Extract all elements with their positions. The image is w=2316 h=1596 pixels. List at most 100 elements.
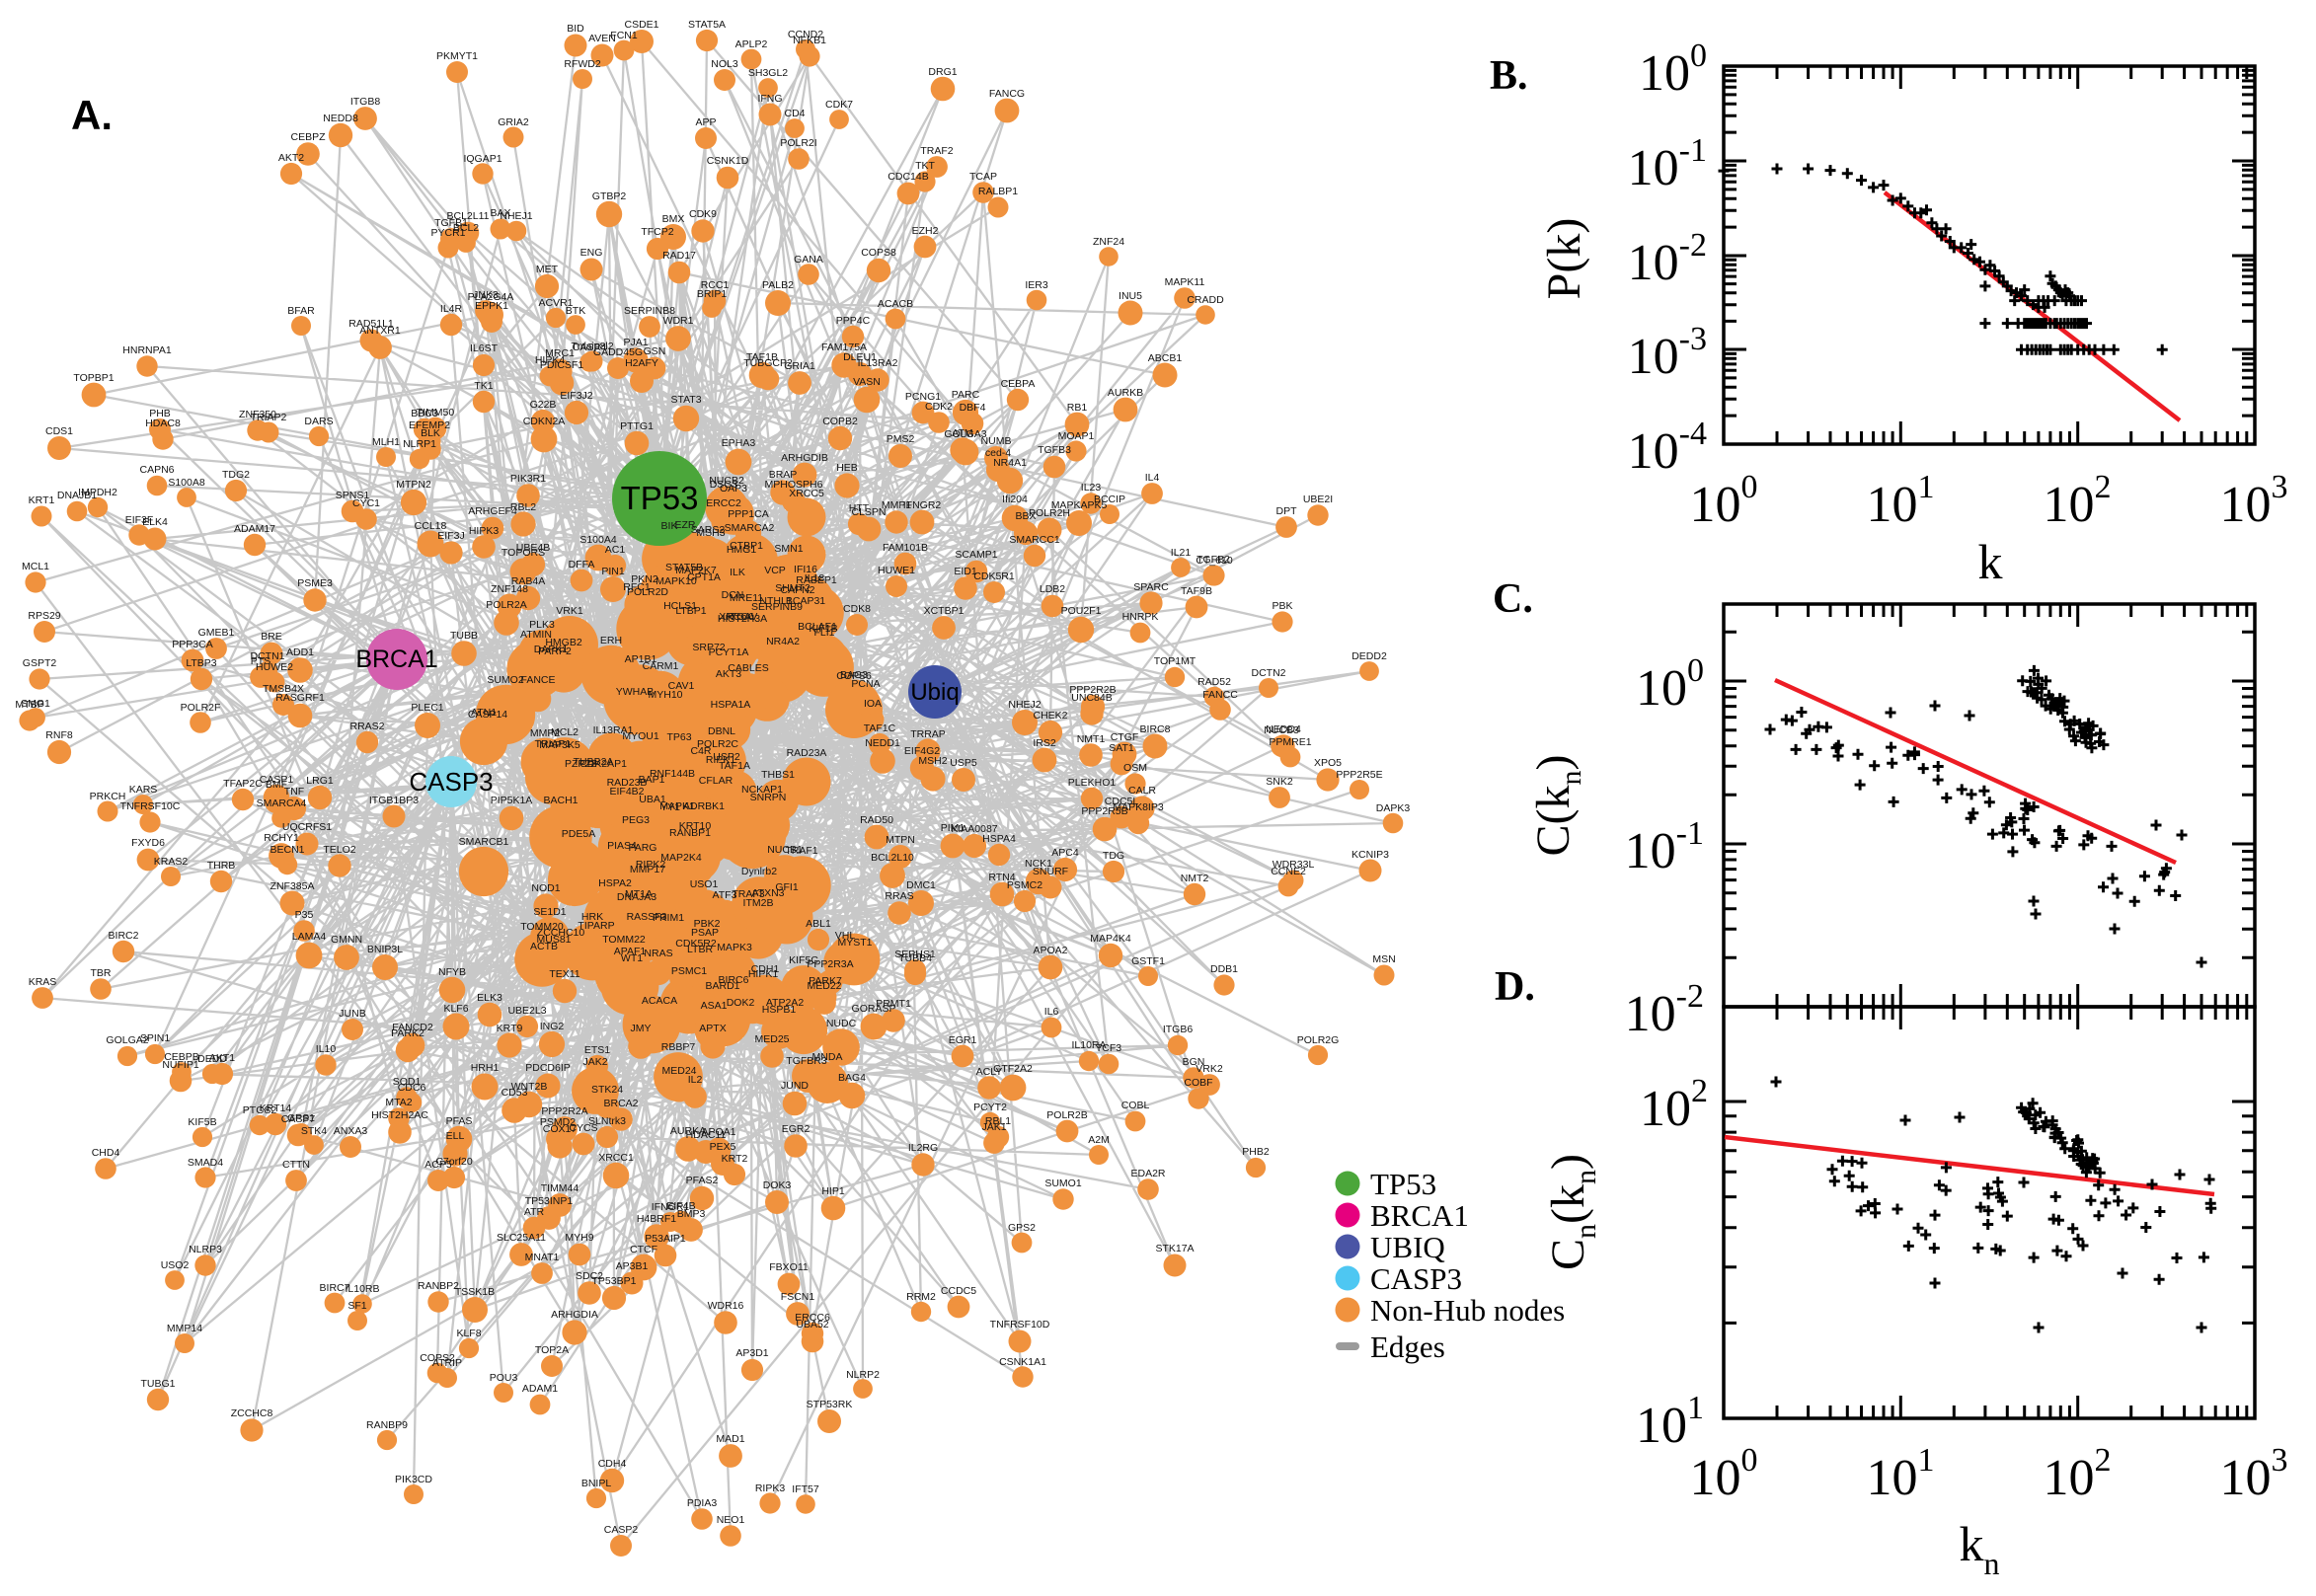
svg-text:100: 100 bbox=[1690, 469, 1758, 533]
svg-text:WT1: WT1 bbox=[621, 952, 643, 964]
svg-text:DFFA: DFFA bbox=[569, 559, 595, 570]
svg-text:PFAS2: PFAS2 bbox=[686, 1175, 719, 1186]
svg-text:CASP14: CASP14 bbox=[468, 709, 507, 721]
svg-text:MRE11: MRE11 bbox=[730, 592, 763, 604]
svg-text:TNF: TNF bbox=[284, 786, 304, 798]
svg-text:TUBB4: TUBB4 bbox=[898, 952, 932, 964]
svg-text:ADD1: ADD1 bbox=[286, 646, 314, 658]
svg-text:CALR: CALR bbox=[1128, 785, 1156, 797]
svg-text:TAF1C: TAF1C bbox=[864, 722, 896, 734]
svg-text:TUBGCP2: TUBGCP2 bbox=[743, 357, 793, 369]
svg-text:IL6: IL6 bbox=[1044, 1006, 1059, 1018]
svg-text:101: 101 bbox=[1636, 1390, 1704, 1454]
svg-text:MCL1: MCL1 bbox=[22, 561, 49, 572]
svg-text:APP: APP bbox=[695, 116, 716, 128]
svg-text:NLRP3: NLRP3 bbox=[189, 1244, 222, 1255]
svg-text:TOPBP1: TOPBP1 bbox=[73, 372, 114, 384]
svg-text:KLF6: KLF6 bbox=[443, 1003, 468, 1015]
svg-text:ITGB6: ITGB6 bbox=[1163, 1024, 1194, 1035]
svg-text:RTN4: RTN4 bbox=[988, 872, 1015, 883]
svg-text:SDC2: SDC2 bbox=[576, 1270, 603, 1282]
svg-text:A2M: A2M bbox=[1088, 1134, 1110, 1146]
svg-text:RAB4A: RAB4A bbox=[511, 575, 545, 587]
svg-text:DAPK3: DAPK3 bbox=[1376, 802, 1411, 814]
svg-text:NRAS: NRAS bbox=[644, 948, 672, 959]
svg-text:MYH10: MYH10 bbox=[648, 689, 682, 701]
svg-text:GPS1: GPS1 bbox=[287, 1112, 315, 1124]
svg-text:POLR2C: POLR2C bbox=[697, 738, 738, 750]
svg-text:PCYT1A: PCYT1A bbox=[709, 646, 749, 658]
svg-text:COBF: COBF bbox=[1184, 1077, 1212, 1089]
svg-text:NLRP2: NLRP2 bbox=[846, 1369, 880, 1381]
svg-text:TGFBR3: TGFBR3 bbox=[786, 1055, 827, 1067]
svg-text:CTBP1: CTBP1 bbox=[730, 540, 763, 552]
svg-text:TEX11: TEX11 bbox=[549, 968, 579, 980]
svg-text:HCLS1: HCLS1 bbox=[663, 600, 697, 612]
svg-text:HSPB1: HSPB1 bbox=[762, 1004, 797, 1016]
svg-text:FCN1: FCN1 bbox=[610, 30, 638, 41]
svg-text:CDK7: CDK7 bbox=[825, 99, 853, 111]
svg-text:IQGAP1: IQGAP1 bbox=[463, 153, 502, 165]
svg-text:ABCB1: ABCB1 bbox=[1148, 352, 1183, 364]
svg-text:RFC1: RFC1 bbox=[623, 581, 651, 593]
svg-text:PTS: PTS bbox=[251, 655, 270, 667]
svg-text:NEO1: NEO1 bbox=[717, 1514, 745, 1526]
svg-text:RFWD2: RFWD2 bbox=[564, 58, 600, 70]
svg-text:PSME3: PSME3 bbox=[297, 577, 333, 589]
svg-text:CSDE1: CSDE1 bbox=[624, 19, 658, 31]
svg-text:PDE5A: PDE5A bbox=[562, 828, 595, 840]
svg-text:JNK3: JNK3 bbox=[473, 289, 499, 301]
svg-text:PEG3: PEG3 bbox=[622, 814, 650, 826]
svg-text:DCTN2: DCTN2 bbox=[1251, 667, 1285, 679]
svg-text:kn: kn bbox=[1960, 1516, 2000, 1581]
svg-text:UBA1: UBA1 bbox=[639, 794, 666, 805]
svg-text:PCNG1: PCNG1 bbox=[905, 391, 941, 403]
svg-text:PBK: PBK bbox=[1272, 600, 1292, 612]
svg-text:TP63: TP63 bbox=[666, 731, 691, 743]
svg-text:WDR16: WDR16 bbox=[708, 1300, 744, 1312]
svg-text:IOA: IOA bbox=[864, 698, 882, 710]
svg-text:GTF2A2: GTF2A2 bbox=[993, 1063, 1033, 1075]
svg-text:EIF4B2: EIF4B2 bbox=[609, 786, 644, 798]
svg-text:HNRNPA1: HNRNPA1 bbox=[122, 344, 172, 356]
svg-text:AVEN: AVEN bbox=[588, 33, 616, 44]
svg-text:NOD1: NOD1 bbox=[531, 882, 560, 894]
svg-text:IFI16: IFI16 bbox=[794, 564, 817, 575]
svg-text:CTTN: CTTN bbox=[282, 1159, 310, 1171]
svg-text:EIF3F: EIF3F bbox=[125, 514, 154, 526]
svg-text:ETS1: ETS1 bbox=[584, 1044, 610, 1056]
svg-text:PARK7: PARK7 bbox=[809, 975, 842, 987]
svg-text:TNFRSF10D: TNFRSF10D bbox=[990, 1319, 1050, 1330]
svg-text:UQCRFS1: UQCRFS1 bbox=[282, 821, 332, 833]
svg-text:EIF4G2: EIF4G2 bbox=[904, 745, 940, 757]
svg-text:PIM1: PIM1 bbox=[941, 822, 965, 834]
svg-text:STK24: STK24 bbox=[591, 1084, 623, 1096]
svg-text:TRAF1: TRAF1 bbox=[785, 845, 817, 857]
svg-text:SAT1: SAT1 bbox=[1109, 742, 1134, 754]
svg-text:GRIA1: GRIA1 bbox=[784, 360, 815, 372]
svg-text:ADRBK1: ADRBK1 bbox=[683, 800, 725, 812]
svg-text:TMSB4X: TMSB4X bbox=[263, 683, 304, 695]
svg-text:IL10RA: IL10RA bbox=[1071, 1039, 1106, 1051]
svg-text:KARS: KARS bbox=[129, 784, 158, 796]
svg-text:SPARC: SPARC bbox=[1133, 581, 1169, 593]
svg-text:KRAS: KRAS bbox=[29, 976, 57, 988]
svg-text:ACVR1: ACVR1 bbox=[538, 297, 573, 309]
svg-text:MMP2: MMP2 bbox=[530, 727, 560, 739]
svg-text:MAPK11: MAPK11 bbox=[1165, 276, 1205, 288]
svg-text:CDH4: CDH4 bbox=[598, 1458, 627, 1470]
svg-text:ATF3: ATF3 bbox=[713, 889, 737, 901]
svg-text:NTHL1: NTHL1 bbox=[759, 595, 792, 607]
svg-text:MET: MET bbox=[536, 264, 559, 275]
svg-text:HSPA4: HSPA4 bbox=[982, 833, 1016, 845]
svg-text:PIP5K1A: PIP5K1A bbox=[491, 795, 533, 806]
svg-text:RRAS: RRAS bbox=[885, 890, 913, 902]
svg-text:BGN: BGN bbox=[1183, 1056, 1205, 1068]
svg-text:MNDA: MNDA bbox=[812, 1051, 843, 1063]
svg-text:POLR2F: POLR2F bbox=[181, 702, 221, 714]
svg-text:CLSPN: CLSPN bbox=[851, 506, 886, 518]
svg-text:KCNIP3: KCNIP3 bbox=[1351, 849, 1389, 861]
svg-text:FBXO11: FBXO11 bbox=[769, 1261, 809, 1273]
svg-text:IL6ST: IL6ST bbox=[470, 342, 499, 354]
svg-text:HMG1: HMG1 bbox=[727, 544, 756, 556]
